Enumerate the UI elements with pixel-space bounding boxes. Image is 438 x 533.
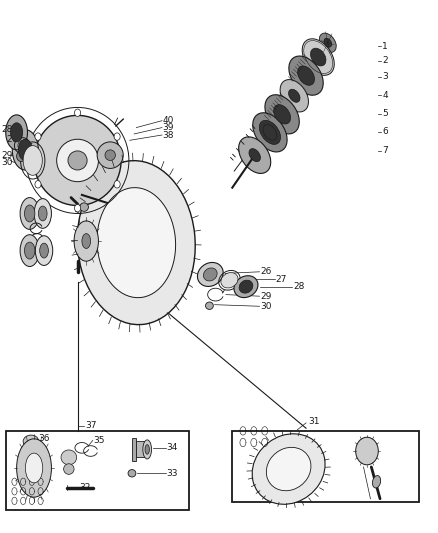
Text: 3: 3 xyxy=(382,72,388,81)
Text: 35: 35 xyxy=(94,436,105,445)
Ellipse shape xyxy=(274,104,290,124)
Text: 38: 38 xyxy=(162,131,174,140)
Ellipse shape xyxy=(39,206,47,221)
Text: 6: 6 xyxy=(382,127,388,136)
Text: 30: 30 xyxy=(260,302,272,311)
Ellipse shape xyxy=(289,89,300,102)
Ellipse shape xyxy=(40,243,48,258)
Ellipse shape xyxy=(78,160,195,325)
Ellipse shape xyxy=(319,33,336,52)
Ellipse shape xyxy=(74,109,81,116)
Ellipse shape xyxy=(68,151,87,170)
Ellipse shape xyxy=(17,151,25,161)
Text: 29: 29 xyxy=(1,151,13,160)
Bar xyxy=(232,431,419,503)
Ellipse shape xyxy=(289,56,323,95)
Ellipse shape xyxy=(64,464,74,474)
Ellipse shape xyxy=(311,48,326,66)
Ellipse shape xyxy=(74,221,99,261)
Ellipse shape xyxy=(203,268,217,281)
Ellipse shape xyxy=(297,66,314,85)
Ellipse shape xyxy=(239,137,271,173)
Ellipse shape xyxy=(128,470,136,477)
Text: 27: 27 xyxy=(7,135,18,144)
Text: 28: 28 xyxy=(1,125,13,134)
Text: 40: 40 xyxy=(162,116,174,125)
Ellipse shape xyxy=(18,139,32,160)
Ellipse shape xyxy=(74,205,81,212)
Ellipse shape xyxy=(25,205,35,222)
Ellipse shape xyxy=(265,95,299,134)
Text: 31: 31 xyxy=(308,417,320,426)
Text: 29: 29 xyxy=(260,292,272,301)
Bar xyxy=(136,441,147,457)
Ellipse shape xyxy=(11,123,23,142)
Text: 4: 4 xyxy=(382,91,388,100)
Text: 26: 26 xyxy=(260,268,272,276)
Ellipse shape xyxy=(280,79,308,112)
Text: 34: 34 xyxy=(167,443,178,453)
Ellipse shape xyxy=(35,236,53,265)
Ellipse shape xyxy=(372,475,381,488)
Ellipse shape xyxy=(114,181,120,188)
Ellipse shape xyxy=(239,280,253,293)
Text: 37: 37 xyxy=(85,421,96,430)
Text: 7: 7 xyxy=(382,147,388,156)
Ellipse shape xyxy=(80,203,88,212)
Ellipse shape xyxy=(145,445,149,454)
Ellipse shape xyxy=(35,133,41,140)
Ellipse shape xyxy=(97,188,176,297)
Text: 33: 33 xyxy=(167,469,178,478)
Ellipse shape xyxy=(25,242,35,259)
Ellipse shape xyxy=(114,133,120,140)
Bar xyxy=(132,438,136,461)
Text: 5: 5 xyxy=(382,109,388,118)
Ellipse shape xyxy=(234,276,258,297)
Text: 27: 27 xyxy=(276,274,287,284)
Ellipse shape xyxy=(221,272,238,288)
Text: 32: 32 xyxy=(79,483,90,492)
Ellipse shape xyxy=(253,113,287,152)
Ellipse shape xyxy=(25,453,43,483)
Ellipse shape xyxy=(82,233,91,248)
Ellipse shape xyxy=(324,38,332,47)
Text: 26: 26 xyxy=(22,143,34,152)
Ellipse shape xyxy=(356,437,378,465)
Ellipse shape xyxy=(35,181,41,188)
Bar xyxy=(6,431,188,511)
Ellipse shape xyxy=(205,302,213,310)
Ellipse shape xyxy=(23,435,39,448)
Ellipse shape xyxy=(252,434,325,504)
Ellipse shape xyxy=(302,39,334,75)
Text: 2: 2 xyxy=(382,56,388,65)
Ellipse shape xyxy=(143,440,152,459)
Ellipse shape xyxy=(17,439,51,497)
Ellipse shape xyxy=(61,450,77,465)
Text: 30: 30 xyxy=(1,158,13,167)
Ellipse shape xyxy=(25,441,41,454)
Ellipse shape xyxy=(34,199,51,228)
Text: 39: 39 xyxy=(162,123,174,132)
Ellipse shape xyxy=(105,150,116,160)
Ellipse shape xyxy=(6,115,28,150)
Ellipse shape xyxy=(266,447,311,491)
Ellipse shape xyxy=(198,262,223,286)
Ellipse shape xyxy=(57,139,99,182)
Text: 1: 1 xyxy=(382,42,388,51)
Ellipse shape xyxy=(249,149,261,161)
Ellipse shape xyxy=(259,120,280,144)
Ellipse shape xyxy=(34,115,121,206)
Text: 28: 28 xyxy=(293,282,304,291)
Ellipse shape xyxy=(97,142,123,168)
Ellipse shape xyxy=(20,198,39,229)
Ellipse shape xyxy=(23,146,42,175)
Ellipse shape xyxy=(20,235,39,266)
Text: 36: 36 xyxy=(39,434,50,443)
Ellipse shape xyxy=(12,130,39,170)
